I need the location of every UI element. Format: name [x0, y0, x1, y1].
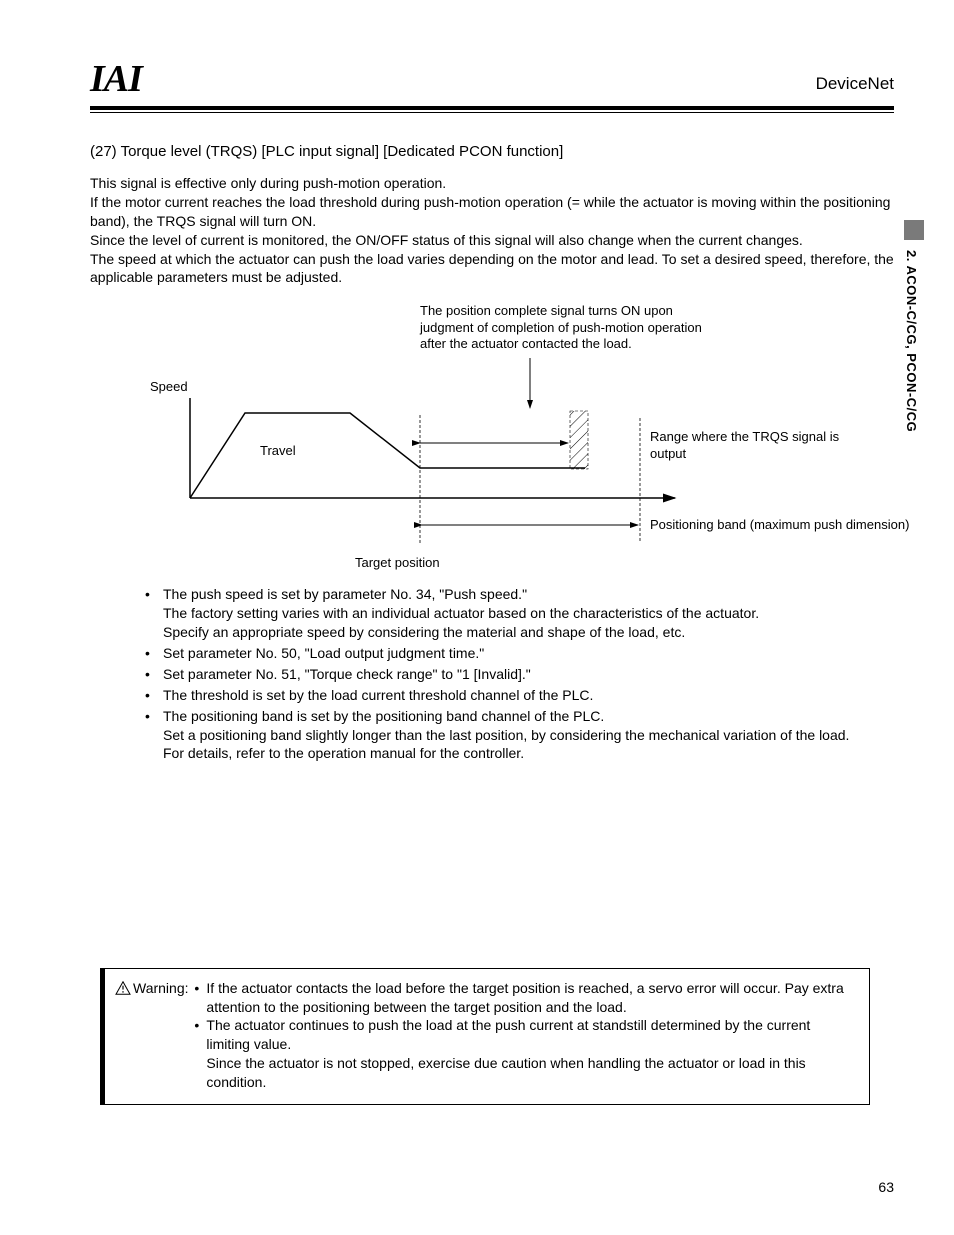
section-title: (27) Torque level (TRQS) [PLC input sign…	[90, 143, 894, 160]
intro-text: This signal is effective only during pus…	[90, 174, 894, 287]
travel-label: Travel	[260, 443, 296, 459]
warning-item: If the actuator contacts the load before…	[192, 979, 855, 1017]
warning-icon	[115, 981, 131, 995]
trqs-range-label: Range where the TRQS signal is output	[650, 429, 850, 462]
warning-label: Warning:	[115, 979, 192, 1092]
page-number: 63	[878, 1179, 894, 1195]
diagram: The position complete signal turns ON up…	[150, 303, 894, 573]
intro-line-2: If the motor current reaches the load th…	[90, 194, 890, 229]
bullet-list: The push speed is set by parameter No. 3…	[145, 585, 894, 763]
rule-thick	[90, 106, 894, 110]
bullet-item: The positioning band is set by the posit…	[145, 707, 894, 764]
warning-text: The actuator continues to push the load …	[206, 1017, 810, 1052]
bullet-item: Set parameter No. 51, "Torque check rang…	[145, 665, 894, 684]
side-tab-marker	[904, 220, 924, 240]
bullet-text: Set parameter No. 50, "Load output judgm…	[163, 645, 484, 661]
header-product-name: DeviceNet	[816, 74, 894, 98]
bullet-item: The threshold is set by the load current…	[145, 686, 894, 705]
speed-diagram-svg	[150, 303, 710, 563]
warning-text: If the actuator contacts the load before…	[206, 980, 843, 1015]
bullet-text: Set a positioning band slightly longer t…	[163, 727, 849, 743]
positioning-band-label: Positioning band (maximum push dimension…	[650, 517, 910, 533]
rule-thin	[90, 112, 894, 113]
page: IAI DeviceNet (27) Torque level (TRQS) […	[0, 0, 954, 1235]
warning-item: The actuator continues to push the load …	[192, 1016, 855, 1092]
speed-axis-label: Speed	[150, 379, 188, 395]
warning-row: Warning: If the actuator contacts the lo…	[115, 979, 855, 1092]
bullet-text: The factory setting varies with an indiv…	[163, 605, 759, 621]
bullet-text: The positioning band is set by the posit…	[163, 708, 604, 724]
brand-logo: IAI	[90, 60, 142, 98]
target-position-label: Target position	[355, 555, 440, 571]
warning-box: Warning: If the actuator contacts the lo…	[100, 968, 870, 1105]
side-tab: 2. ACON-C/CG, PCON-C/CG	[904, 220, 924, 460]
intro-line-4: The speed at which the actuator can push…	[90, 251, 894, 286]
bullet-text: Specify an appropriate speed by consider…	[163, 624, 685, 640]
warning-label-text: Warning:	[133, 979, 189, 998]
warning-text: Since the actuator is not stopped, exerc…	[206, 1055, 805, 1090]
header-rules	[90, 106, 894, 113]
intro-line-1: This signal is effective only during pus…	[90, 175, 446, 191]
bullet-text: The threshold is set by the load current…	[163, 687, 593, 703]
page-header: IAI DeviceNet	[90, 60, 894, 98]
warning-body: If the actuator contacts the load before…	[192, 979, 855, 1092]
bullet-text: For details, refer to the operation manu…	[163, 745, 524, 761]
side-tab-label: 2. ACON-C/CG, PCON-C/CG	[904, 250, 919, 432]
bullet-text: Set parameter No. 51, "Torque check rang…	[163, 666, 531, 682]
bullet-item: Set parameter No. 50, "Load output judgm…	[145, 644, 894, 663]
bullet-item: The push speed is set by parameter No. 3…	[145, 585, 894, 642]
intro-line-3: Since the level of current is monitored,…	[90, 232, 803, 248]
bullet-text: The push speed is set by parameter No. 3…	[163, 586, 527, 602]
